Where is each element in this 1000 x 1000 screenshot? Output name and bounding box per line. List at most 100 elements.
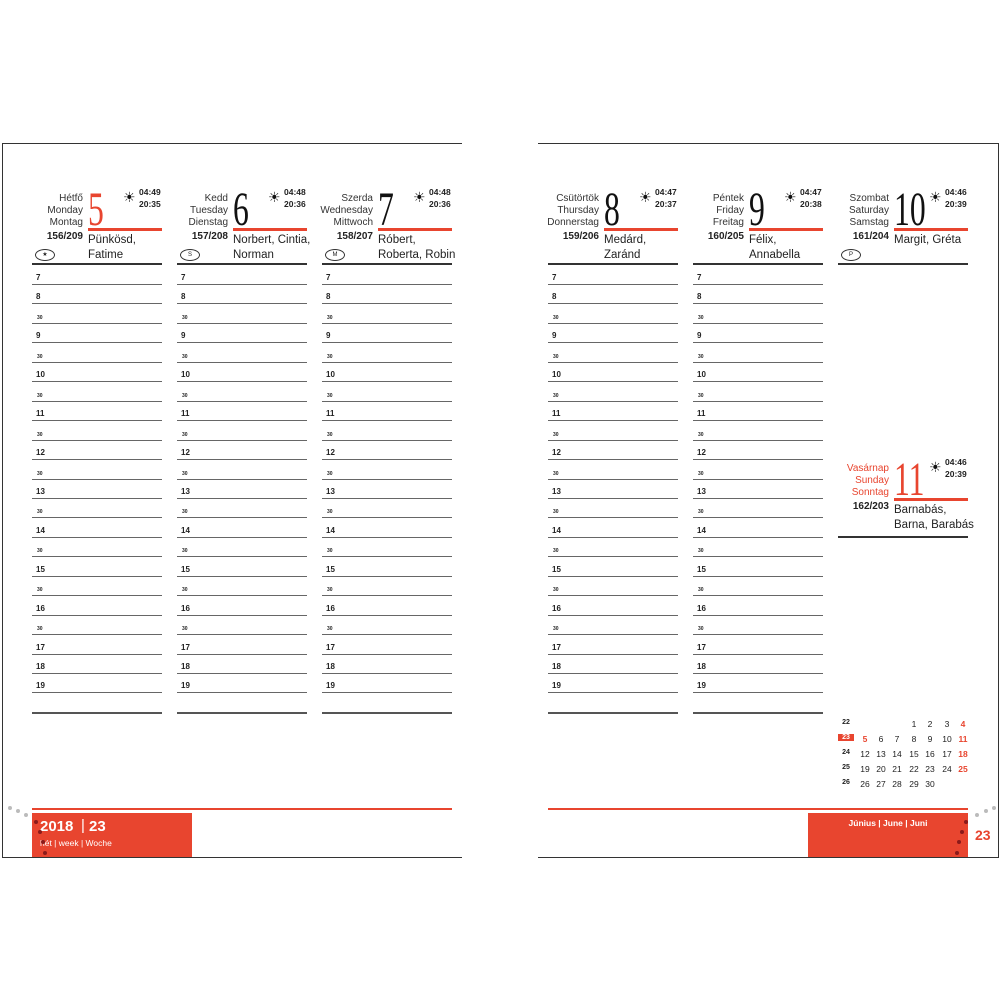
time-line[interactable]: [177, 614, 307, 616]
calendar-day[interactable]: 7: [894, 734, 900, 744]
time-line[interactable]: [32, 303, 162, 305]
time-line[interactable]: [548, 673, 678, 674]
time-line[interactable]: [32, 653, 162, 655]
calendar-day[interactable]: 28: [892, 779, 902, 789]
time-line[interactable]: [548, 692, 678, 694]
time-line[interactable]: [693, 478, 823, 480]
calendar-day[interactable]: 8: [911, 734, 917, 744]
calendar-day[interactable]: 1: [911, 719, 917, 729]
time-line[interactable]: [548, 497, 678, 499]
calendar-day[interactable]: 11: [958, 734, 968, 744]
time-line[interactable]: [322, 595, 452, 597]
calendar-day[interactable]: 12: [860, 749, 870, 759]
time-line[interactable]: [177, 517, 307, 519]
time-line[interactable]: [322, 634, 452, 636]
time-line[interactable]: [32, 342, 162, 344]
time-line[interactable]: [177, 478, 307, 480]
time-line[interactable]: [548, 556, 678, 558]
calendar-day[interactable]: 9: [927, 734, 933, 744]
time-line[interactable]: [548, 342, 678, 344]
time-line[interactable]: [322, 536, 452, 538]
calendar-day[interactable]: 27: [876, 779, 886, 789]
time-line[interactable]: [693, 303, 823, 305]
time-line[interactable]: [32, 322, 162, 324]
time-line[interactable]: [322, 497, 452, 499]
time-line[interactable]: [177, 303, 307, 305]
time-line[interactable]: [322, 439, 452, 441]
time-line[interactable]: [548, 478, 678, 480]
time-line[interactable]: [32, 517, 162, 519]
time-line[interactable]: [322, 692, 452, 694]
time-line[interactable]: [322, 711, 452, 714]
time-line[interactable]: [322, 400, 452, 402]
time-line[interactable]: [177, 692, 307, 694]
time-line[interactable]: [322, 653, 452, 655]
time-line[interactable]: [548, 459, 678, 461]
time-line[interactable]: [693, 634, 823, 636]
calendar-day[interactable]: 19: [860, 764, 870, 774]
time-line[interactable]: [548, 711, 678, 714]
time-line[interactable]: [693, 439, 823, 441]
time-line[interactable]: [322, 303, 452, 305]
calendar-day[interactable]: 24: [942, 764, 952, 774]
calendar-day[interactable]: 25: [958, 764, 968, 774]
time-line[interactable]: [693, 420, 823, 422]
time-line[interactable]: [548, 361, 678, 363]
time-line[interactable]: [548, 400, 678, 402]
time-line[interactable]: [32, 673, 162, 674]
time-line[interactable]: [693, 284, 823, 285]
time-line[interactable]: [322, 478, 452, 480]
time-line[interactable]: [693, 673, 823, 674]
time-line[interactable]: [177, 634, 307, 636]
time-line[interactable]: [548, 575, 678, 577]
time-line[interactable]: [32, 497, 162, 499]
time-line[interactable]: [177, 342, 307, 344]
time-line[interactable]: [177, 284, 307, 285]
time-line[interactable]: [693, 517, 823, 519]
calendar-day[interactable]: 30: [925, 779, 935, 789]
calendar-day[interactable]: 15: [909, 749, 919, 759]
time-line[interactable]: [322, 381, 452, 383]
time-line[interactable]: [693, 459, 823, 461]
calendar-day[interactable]: 5: [862, 734, 868, 744]
time-line[interactable]: [322, 575, 452, 577]
time-line[interactable]: [693, 361, 823, 363]
time-line[interactable]: [693, 342, 823, 344]
time-line[interactable]: [177, 381, 307, 383]
time-line[interactable]: [32, 478, 162, 480]
time-line[interactable]: [177, 575, 307, 577]
time-line[interactable]: [693, 400, 823, 402]
calendar-day[interactable]: 21: [892, 764, 902, 774]
calendar-day[interactable]: 26: [860, 779, 870, 789]
calendar-day[interactable]: 20: [876, 764, 886, 774]
time-line[interactable]: [177, 322, 307, 324]
time-line[interactable]: [322, 614, 452, 616]
time-line[interactable]: [32, 381, 162, 383]
time-line[interactable]: [32, 459, 162, 461]
time-line[interactable]: [177, 556, 307, 558]
time-line[interactable]: [548, 284, 678, 285]
calendar-day[interactable]: 18: [958, 749, 968, 759]
time-line[interactable]: [177, 653, 307, 655]
time-line[interactable]: [177, 439, 307, 441]
time-line[interactable]: [177, 420, 307, 422]
time-line[interactable]: [693, 381, 823, 383]
time-line[interactable]: [548, 595, 678, 597]
time-line[interactable]: [322, 342, 452, 344]
time-line[interactable]: [693, 711, 823, 714]
time-line[interactable]: [322, 284, 452, 285]
time-line[interactable]: [322, 322, 452, 324]
calendar-day[interactable]: 16: [925, 749, 935, 759]
calendar-day[interactable]: 17: [942, 749, 952, 759]
calendar-day[interactable]: 2: [927, 719, 933, 729]
time-line[interactable]: [693, 322, 823, 324]
time-line[interactable]: [32, 420, 162, 422]
time-line[interactable]: [693, 497, 823, 499]
time-line[interactable]: [322, 556, 452, 558]
time-line[interactable]: [693, 653, 823, 655]
calendar-day[interactable]: 4: [960, 719, 966, 729]
time-line[interactable]: [177, 497, 307, 499]
time-line[interactable]: [693, 692, 823, 694]
calendar-day[interactable]: 14: [892, 749, 902, 759]
time-line[interactable]: [177, 400, 307, 402]
